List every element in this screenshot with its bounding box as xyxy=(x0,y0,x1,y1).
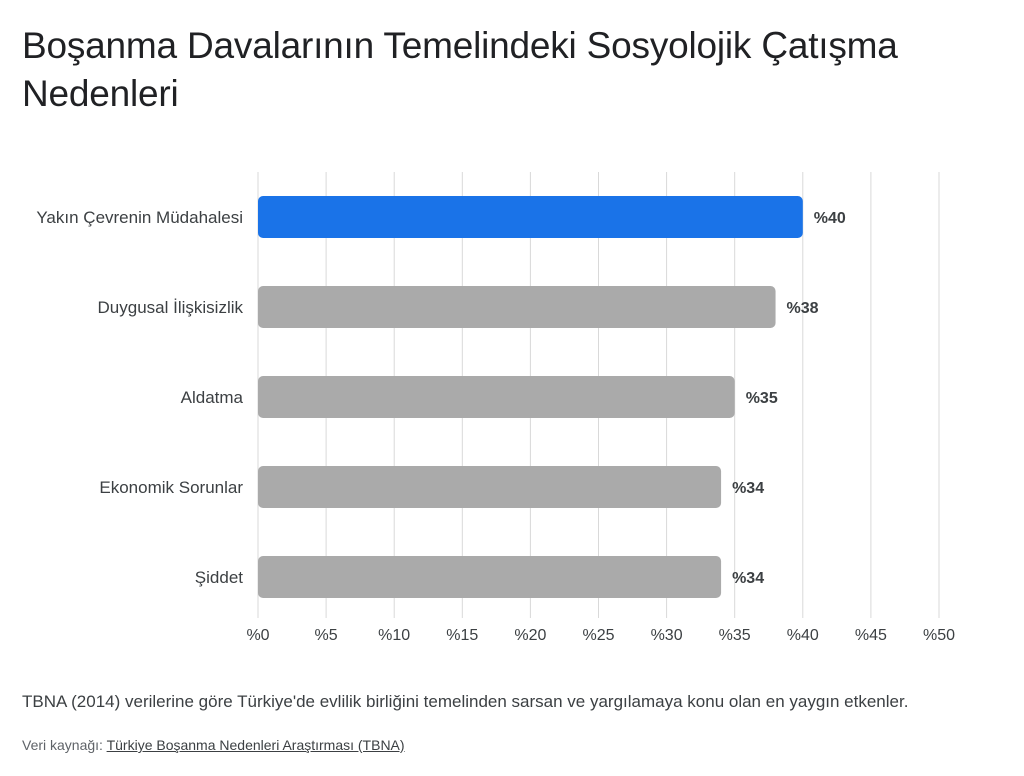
bar xyxy=(258,196,803,238)
value-label: %40 xyxy=(814,210,846,227)
bar xyxy=(258,466,722,508)
x-tick-label: %45 xyxy=(855,627,887,644)
source-line: Veri kaynağı: Türkiye Boşanma Nedenleri … xyxy=(22,737,405,753)
bars xyxy=(258,196,803,598)
value-label: %38 xyxy=(787,300,819,317)
chart-title: Boşanma Davalarının Temelindeki Sosyoloj… xyxy=(22,25,898,114)
bar xyxy=(258,556,722,598)
category-label: Ekonomik Sorunlar xyxy=(99,478,243,497)
labels: %0 %5 %10 %15 %20 %25 %30 %35 %40 %45 %50 Yakın Çev… xyxy=(36,208,955,644)
x-tick-label: %35 xyxy=(719,627,751,644)
x-tick-label: %25 xyxy=(582,627,614,644)
value-label: %35 xyxy=(746,390,778,407)
source-link[interactable]: Türkiye Boşanma Nedenleri Araştırması (T… xyxy=(106,737,405,753)
bar xyxy=(258,286,776,328)
x-tick-label: %30 xyxy=(651,627,683,644)
category-label: Duygusal İlişkisizlik xyxy=(98,298,244,317)
bar xyxy=(258,376,735,418)
x-tick-label: %40 xyxy=(787,627,819,644)
x-tick-label: %50 xyxy=(923,627,955,644)
source-prefix: Veri kaynağı: xyxy=(22,737,107,753)
value-label: %34 xyxy=(732,570,764,587)
x-tick-label: %20 xyxy=(514,627,546,644)
chart-note: TBNA (2014) verilerine göre Türkiye'de e… xyxy=(22,692,909,711)
bar-chart: %0 %5 %10 %15 %20 %25 %30 %35 %40 %45 %50 Yakın Çev… xyxy=(36,172,955,644)
category-label: Yakın Çevrenin Müdahalesi xyxy=(36,208,243,227)
x-tick-label: %15 xyxy=(446,627,478,644)
x-tick-label: %10 xyxy=(378,627,410,644)
value-label: %34 xyxy=(732,480,764,497)
category-label: Aldatma xyxy=(181,388,244,407)
category-label: Şiddet xyxy=(195,568,243,587)
x-tick-label: %0 xyxy=(246,627,269,644)
x-tick-label: %5 xyxy=(315,627,338,644)
